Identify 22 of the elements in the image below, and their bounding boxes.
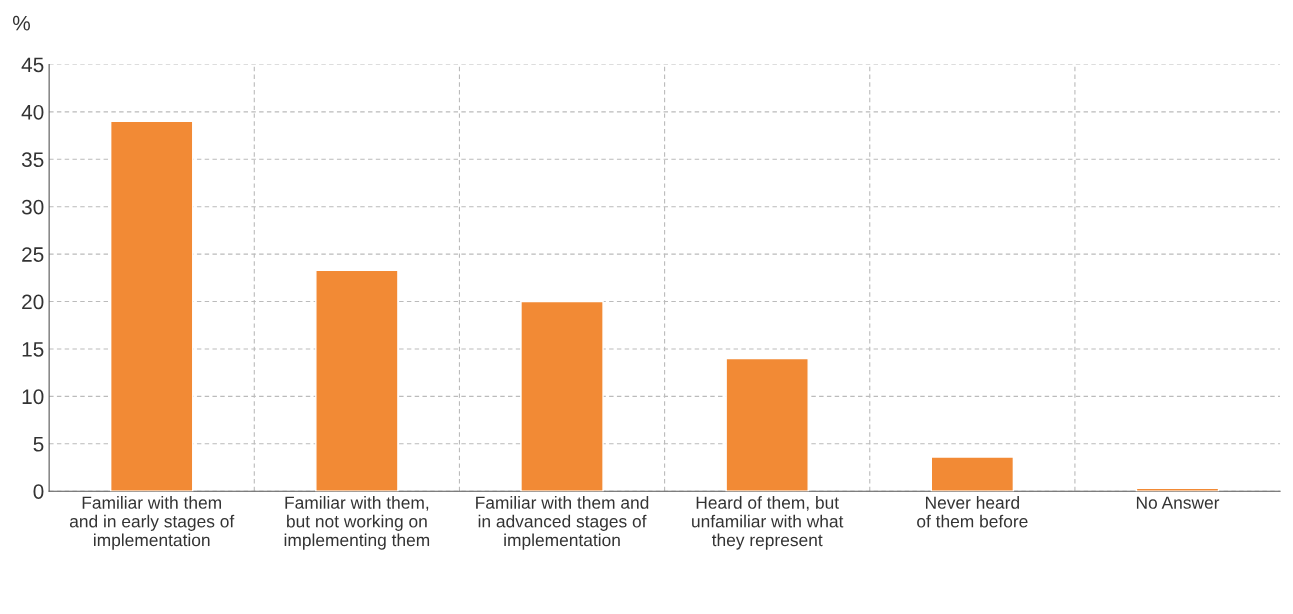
bar bbox=[520, 300, 604, 492]
bar bbox=[930, 456, 1015, 492]
y-tick-label: 35 bbox=[21, 152, 44, 168]
bar bbox=[315, 269, 399, 492]
y-tick-label: 40 bbox=[21, 104, 44, 120]
x-tick-label: No Answer bbox=[1136, 496, 1220, 509]
x-tick-label: Familiar with them and in advanced stages of implementation bbox=[476, 496, 649, 550]
y-tick-label: 30 bbox=[21, 199, 44, 215]
y-tick-label: 20 bbox=[22, 294, 44, 310]
y-axis-title: % bbox=[12, 15, 30, 31]
bar bbox=[725, 357, 809, 492]
bar bbox=[109, 120, 194, 492]
y-tick-label: 45 bbox=[21, 57, 44, 73]
x-tick-label: Familiar with them, but not working on implementing them bbox=[284, 496, 430, 550]
y-tick-label: 0 bbox=[33, 484, 44, 499]
x-tick-label: Never heard of them before bbox=[917, 496, 1028, 528]
y-tick-label: 25 bbox=[22, 247, 44, 262]
y-tick-label: 5 bbox=[33, 437, 44, 452]
x-tick-label: Heard of them, but unfamiliar with what they represent bbox=[692, 496, 844, 550]
x-tick-label: Familiar with them and in early stages of implementation bbox=[69, 496, 235, 550]
y-tick-label: 10 bbox=[22, 389, 44, 405]
y-tick-label: 15 bbox=[22, 342, 44, 357]
